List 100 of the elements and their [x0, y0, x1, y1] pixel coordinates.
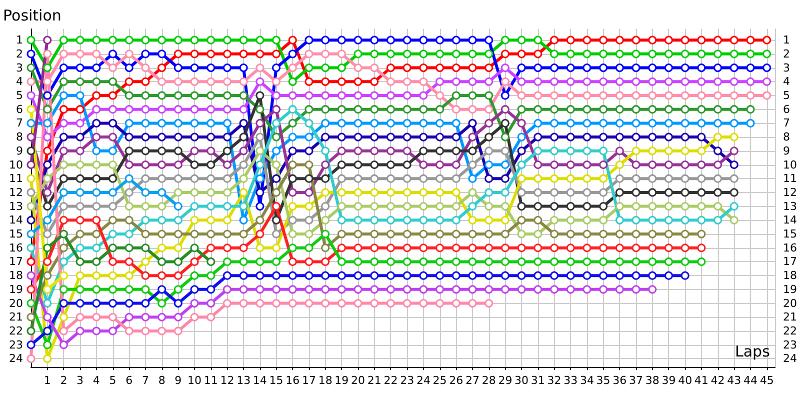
point — [108, 64, 118, 72]
point — [304, 50, 314, 58]
point — [452, 160, 460, 169]
point — [484, 132, 494, 142]
point — [402, 118, 412, 128]
point — [599, 146, 608, 156]
point — [239, 91, 248, 100]
point — [108, 244, 118, 252]
point — [534, 160, 542, 169]
point — [272, 146, 281, 156]
point — [304, 257, 314, 266]
point — [190, 132, 199, 142]
point — [452, 174, 460, 183]
point — [288, 188, 297, 197]
point — [697, 230, 706, 238]
point — [26, 299, 36, 308]
y2-tick-label: 22 — [783, 324, 798, 338]
point — [648, 146, 657, 156]
point — [484, 216, 494, 224]
point — [321, 216, 330, 224]
point — [419, 174, 428, 183]
point — [222, 132, 232, 142]
x-tick-label: 23 — [400, 374, 414, 387]
point — [484, 77, 494, 86]
point — [550, 132, 559, 142]
point — [239, 299, 248, 308]
point — [500, 285, 510, 294]
point — [76, 64, 84, 72]
x-axis-title: Laps — [735, 342, 770, 360]
point — [468, 77, 477, 86]
point — [680, 50, 690, 58]
point — [288, 50, 297, 58]
point — [746, 91, 755, 100]
point — [256, 64, 264, 72]
x-tick-label: 6 — [126, 374, 133, 387]
point — [239, 216, 248, 224]
point — [730, 77, 738, 86]
x-tick-label: 5 — [109, 374, 116, 387]
point — [354, 146, 362, 156]
point — [500, 174, 510, 183]
point — [26, 230, 36, 238]
point — [484, 64, 494, 72]
point — [272, 271, 281, 280]
point — [59, 312, 68, 322]
point — [190, 285, 199, 294]
point — [599, 202, 608, 211]
point — [26, 91, 36, 100]
point — [124, 50, 134, 58]
point — [534, 132, 542, 142]
point — [158, 105, 166, 114]
point — [43, 146, 52, 156]
point — [599, 132, 608, 142]
point — [550, 105, 559, 114]
point — [697, 174, 706, 183]
point — [615, 77, 624, 86]
x-tick-label: 1 — [44, 374, 51, 387]
point — [59, 36, 68, 44]
point — [174, 285, 182, 294]
point — [452, 202, 460, 211]
point — [550, 91, 559, 100]
point — [370, 174, 379, 183]
y-tick-label: 14 — [9, 214, 23, 227]
point — [158, 64, 166, 72]
point — [59, 230, 68, 238]
point — [370, 132, 379, 142]
point — [354, 244, 362, 252]
point — [206, 244, 216, 252]
point — [762, 36, 772, 44]
point — [124, 174, 134, 183]
point — [436, 202, 444, 211]
x-tick-label: 16 — [286, 374, 300, 387]
point — [354, 105, 362, 114]
point — [664, 146, 673, 156]
point — [484, 271, 494, 280]
point — [76, 244, 84, 252]
point — [402, 188, 412, 197]
point — [517, 50, 526, 58]
point — [746, 118, 755, 128]
point — [174, 36, 182, 44]
point — [680, 202, 690, 211]
point — [402, 216, 412, 224]
point — [714, 64, 722, 72]
point — [321, 50, 330, 58]
point — [484, 174, 494, 183]
point — [354, 188, 362, 197]
point — [174, 216, 182, 224]
point — [468, 257, 477, 266]
point — [108, 91, 118, 100]
point — [43, 271, 52, 280]
point — [648, 285, 657, 294]
x-tick-label: 11 — [204, 374, 218, 387]
point — [566, 202, 575, 211]
point — [108, 202, 118, 211]
y2-tick-label: 7 — [783, 116, 790, 130]
point — [124, 64, 134, 72]
point — [256, 160, 264, 169]
point — [680, 244, 690, 252]
point — [517, 216, 526, 224]
point — [534, 77, 542, 86]
x-tick-label: 21 — [367, 374, 382, 387]
